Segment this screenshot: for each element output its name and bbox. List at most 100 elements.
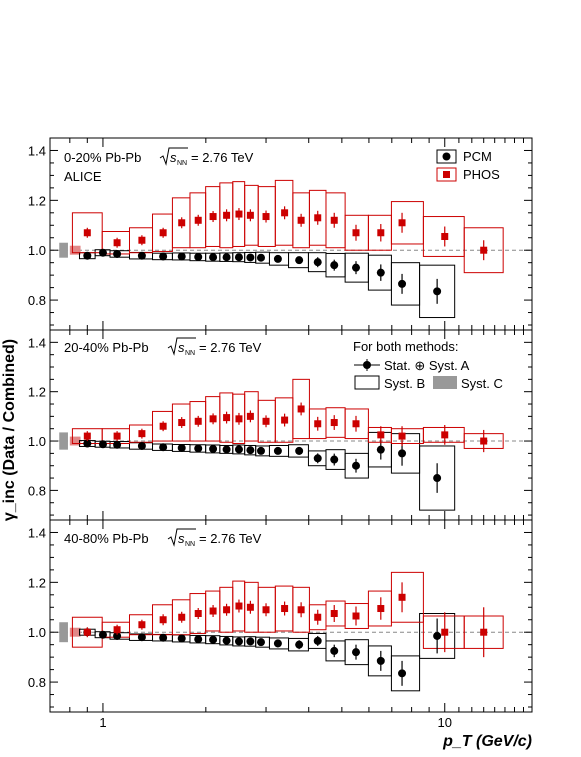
pcm-point — [398, 669, 407, 678]
pcm-point — [98, 630, 107, 639]
y-tick-label: 0.8 — [28, 293, 46, 308]
phos-point — [377, 431, 385, 439]
x-tick-label: 10 — [438, 715, 452, 730]
phos-point — [223, 211, 231, 219]
pcm-point — [330, 455, 339, 464]
phos-point — [314, 420, 322, 428]
y-tick-label: 1.4 — [28, 525, 46, 540]
pcm-point — [113, 631, 122, 640]
pcm-point — [222, 445, 231, 454]
phos-point — [159, 422, 167, 430]
systc-phos-box — [69, 436, 81, 446]
phos-point — [235, 210, 243, 218]
y-tick-label: 1.0 — [28, 243, 46, 258]
pcm-point — [256, 446, 265, 455]
phos-point — [246, 603, 254, 611]
phos-point — [281, 416, 289, 424]
legend-pcm-label: PCM — [463, 149, 492, 164]
pcm-point — [222, 636, 231, 645]
phos-point — [314, 214, 322, 222]
y-tick-label: 0.8 — [28, 483, 46, 498]
y-tick-label: 1.0 — [28, 625, 46, 640]
pcm-point — [376, 268, 385, 277]
systc-phos-box — [69, 245, 81, 255]
legend-systb-label: Syst. B — [384, 376, 425, 391]
y-tick-label: 1.0 — [28, 434, 46, 449]
panel-1-frame — [49, 137, 533, 331]
legend-pcm-marker — [442, 152, 451, 161]
pcm-point — [398, 279, 407, 288]
phos-point — [330, 610, 338, 618]
sqrt-snn-symbol-2: s NN — [167, 337, 196, 357]
x-axis-title: p_T (GeV/c) — [442, 733, 532, 750]
phos-point — [223, 606, 231, 614]
pcm-point — [352, 461, 361, 470]
panel-1-energy: = 2.76 TeV — [191, 150, 254, 165]
phos-point — [138, 621, 146, 629]
phos-syst-box — [390, 571, 424, 623]
panel-3-label: 40-80% Pb-Pb — [64, 531, 149, 546]
legend-systc-label: Syst. C — [461, 376, 503, 391]
legend-systc-box — [433, 376, 457, 389]
phos-syst-box — [390, 201, 424, 245]
legend-phos-label: PHOS — [463, 167, 500, 182]
phos-point — [330, 216, 338, 224]
pcm-point — [194, 635, 203, 644]
phos-point — [262, 606, 270, 614]
pcm-syst-box — [419, 264, 456, 319]
pcm-point — [330, 261, 339, 270]
pcm-point — [433, 631, 442, 640]
legend-systb-box — [354, 375, 380, 390]
phos-point — [235, 602, 243, 610]
pcm-point — [246, 253, 255, 262]
pcm-point — [295, 256, 304, 265]
pcm-point — [246, 446, 255, 455]
panel-3-energy: = 2.76 TeV — [199, 531, 262, 546]
legend-pcm-box — [436, 149, 457, 164]
pcm-point — [137, 633, 146, 642]
phos-point — [377, 229, 385, 237]
phos-point — [83, 229, 91, 237]
svg-text:NN: NN — [185, 541, 195, 548]
phos-point — [246, 211, 254, 219]
pcm-point — [273, 254, 282, 263]
phos-point — [398, 219, 406, 227]
systc-phos-box — [69, 627, 81, 637]
pcm-point — [433, 287, 442, 296]
phos-point — [377, 605, 385, 613]
legend-stat-marker — [354, 359, 380, 371]
phos-point — [262, 417, 270, 425]
pcm-point — [137, 441, 146, 450]
pcm-syst-box — [390, 655, 421, 692]
phos-syst-box — [344, 408, 369, 440]
phos-point — [480, 628, 488, 636]
pcm-point — [98, 440, 107, 449]
phos-point — [262, 213, 270, 221]
phos-point — [235, 415, 243, 423]
panel-2-energy: = 2.76 TeV — [199, 340, 262, 355]
phos-point — [330, 419, 338, 427]
svg-text:s: s — [178, 340, 185, 355]
phos-point — [281, 209, 289, 217]
pcm-point — [376, 656, 385, 665]
phos-point — [138, 430, 146, 438]
y-tick-label: 1.2 — [28, 385, 46, 400]
pcm-point — [256, 253, 265, 262]
phos-point — [223, 414, 231, 422]
phos-point — [441, 232, 449, 240]
phos-point — [246, 412, 254, 420]
phos-point — [209, 607, 217, 615]
pcm-point — [234, 253, 243, 262]
phos-point — [194, 610, 202, 618]
phos-point — [159, 616, 167, 624]
phos-point — [441, 628, 449, 636]
phos-point — [281, 605, 289, 613]
phos-point — [297, 216, 305, 224]
pcm-point — [83, 251, 92, 260]
pcm-point — [177, 443, 186, 452]
phos-point — [159, 229, 167, 237]
pcm-point — [113, 249, 122, 258]
svg-text:NN: NN — [177, 160, 187, 167]
